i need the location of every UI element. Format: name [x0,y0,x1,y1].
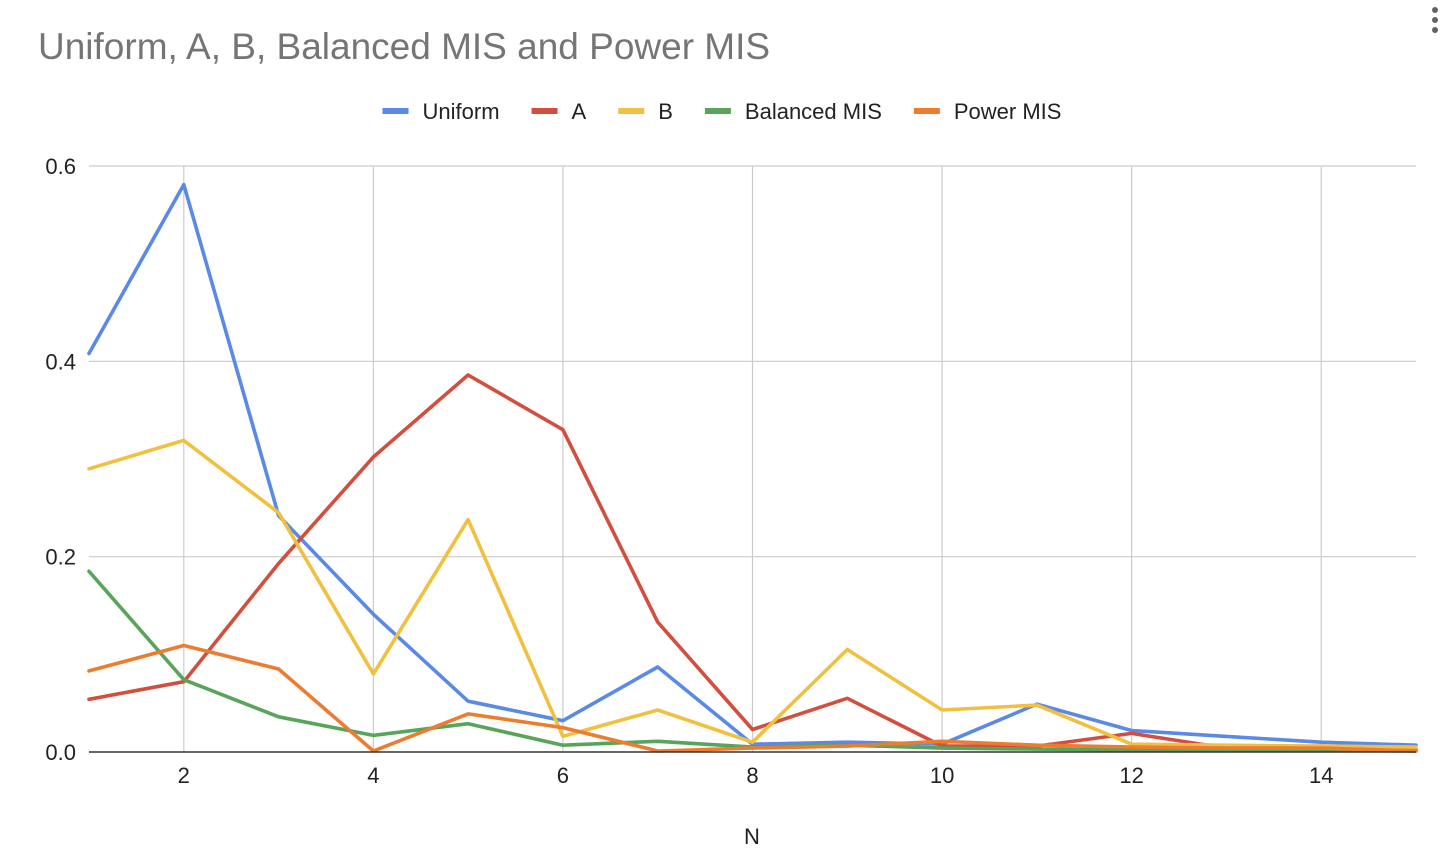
series-line-power-mis [87,643,1418,753]
x-tick-label: 4 [367,763,379,788]
grid [89,165,1416,752]
series-line-uniform [87,182,1418,748]
more-options-icon[interactable] [1428,4,1442,40]
x-tick-label: 12 [1119,763,1143,788]
legend-item-uniform[interactable]: Uniform [382,99,500,124]
y-tick-label: 0.0 [45,740,76,765]
x-tick-label: 8 [746,763,758,788]
series-layer [87,182,1418,753]
x-tick-label: 14 [1309,763,1333,788]
legend-label: A [572,99,587,124]
y-tick-label: 0.6 [45,154,76,179]
chart-title: Uniform, A, B, Balanced MIS and Power MI… [38,26,771,67]
legend-label: Balanced MIS [745,99,882,124]
x-tick-label: 2 [178,763,190,788]
legend-swatch [618,108,645,114]
legend-item-power-mis[interactable]: Power MIS [913,99,1062,124]
legend-label: Uniform [423,99,500,124]
legend-item-a[interactable]: A [531,99,587,124]
legend-label: B [658,99,673,124]
legend-swatch [913,108,940,114]
y-tick-label: 0.4 [45,349,76,374]
legend-swatch [704,108,731,114]
legend-item-b[interactable]: B [618,99,673,124]
legend-label: Power MIS [954,99,1062,124]
x-axis-label: N [744,824,760,849]
legend-swatch [531,108,558,114]
x-tick-label: 10 [930,763,954,788]
axes: 0.0 0.2 0.4 0.6 2 4 6 8 10 12 14 [45,154,1416,788]
y-tick-label: 0.2 [45,545,76,570]
legend-swatch [382,108,409,114]
series-line-b [87,438,1418,749]
legend: Uniform A B Balanced MIS Power MIS [382,99,1062,124]
legend-item-balanced-mis[interactable]: Balanced MIS [704,99,882,124]
x-tick-label: 6 [557,763,569,788]
